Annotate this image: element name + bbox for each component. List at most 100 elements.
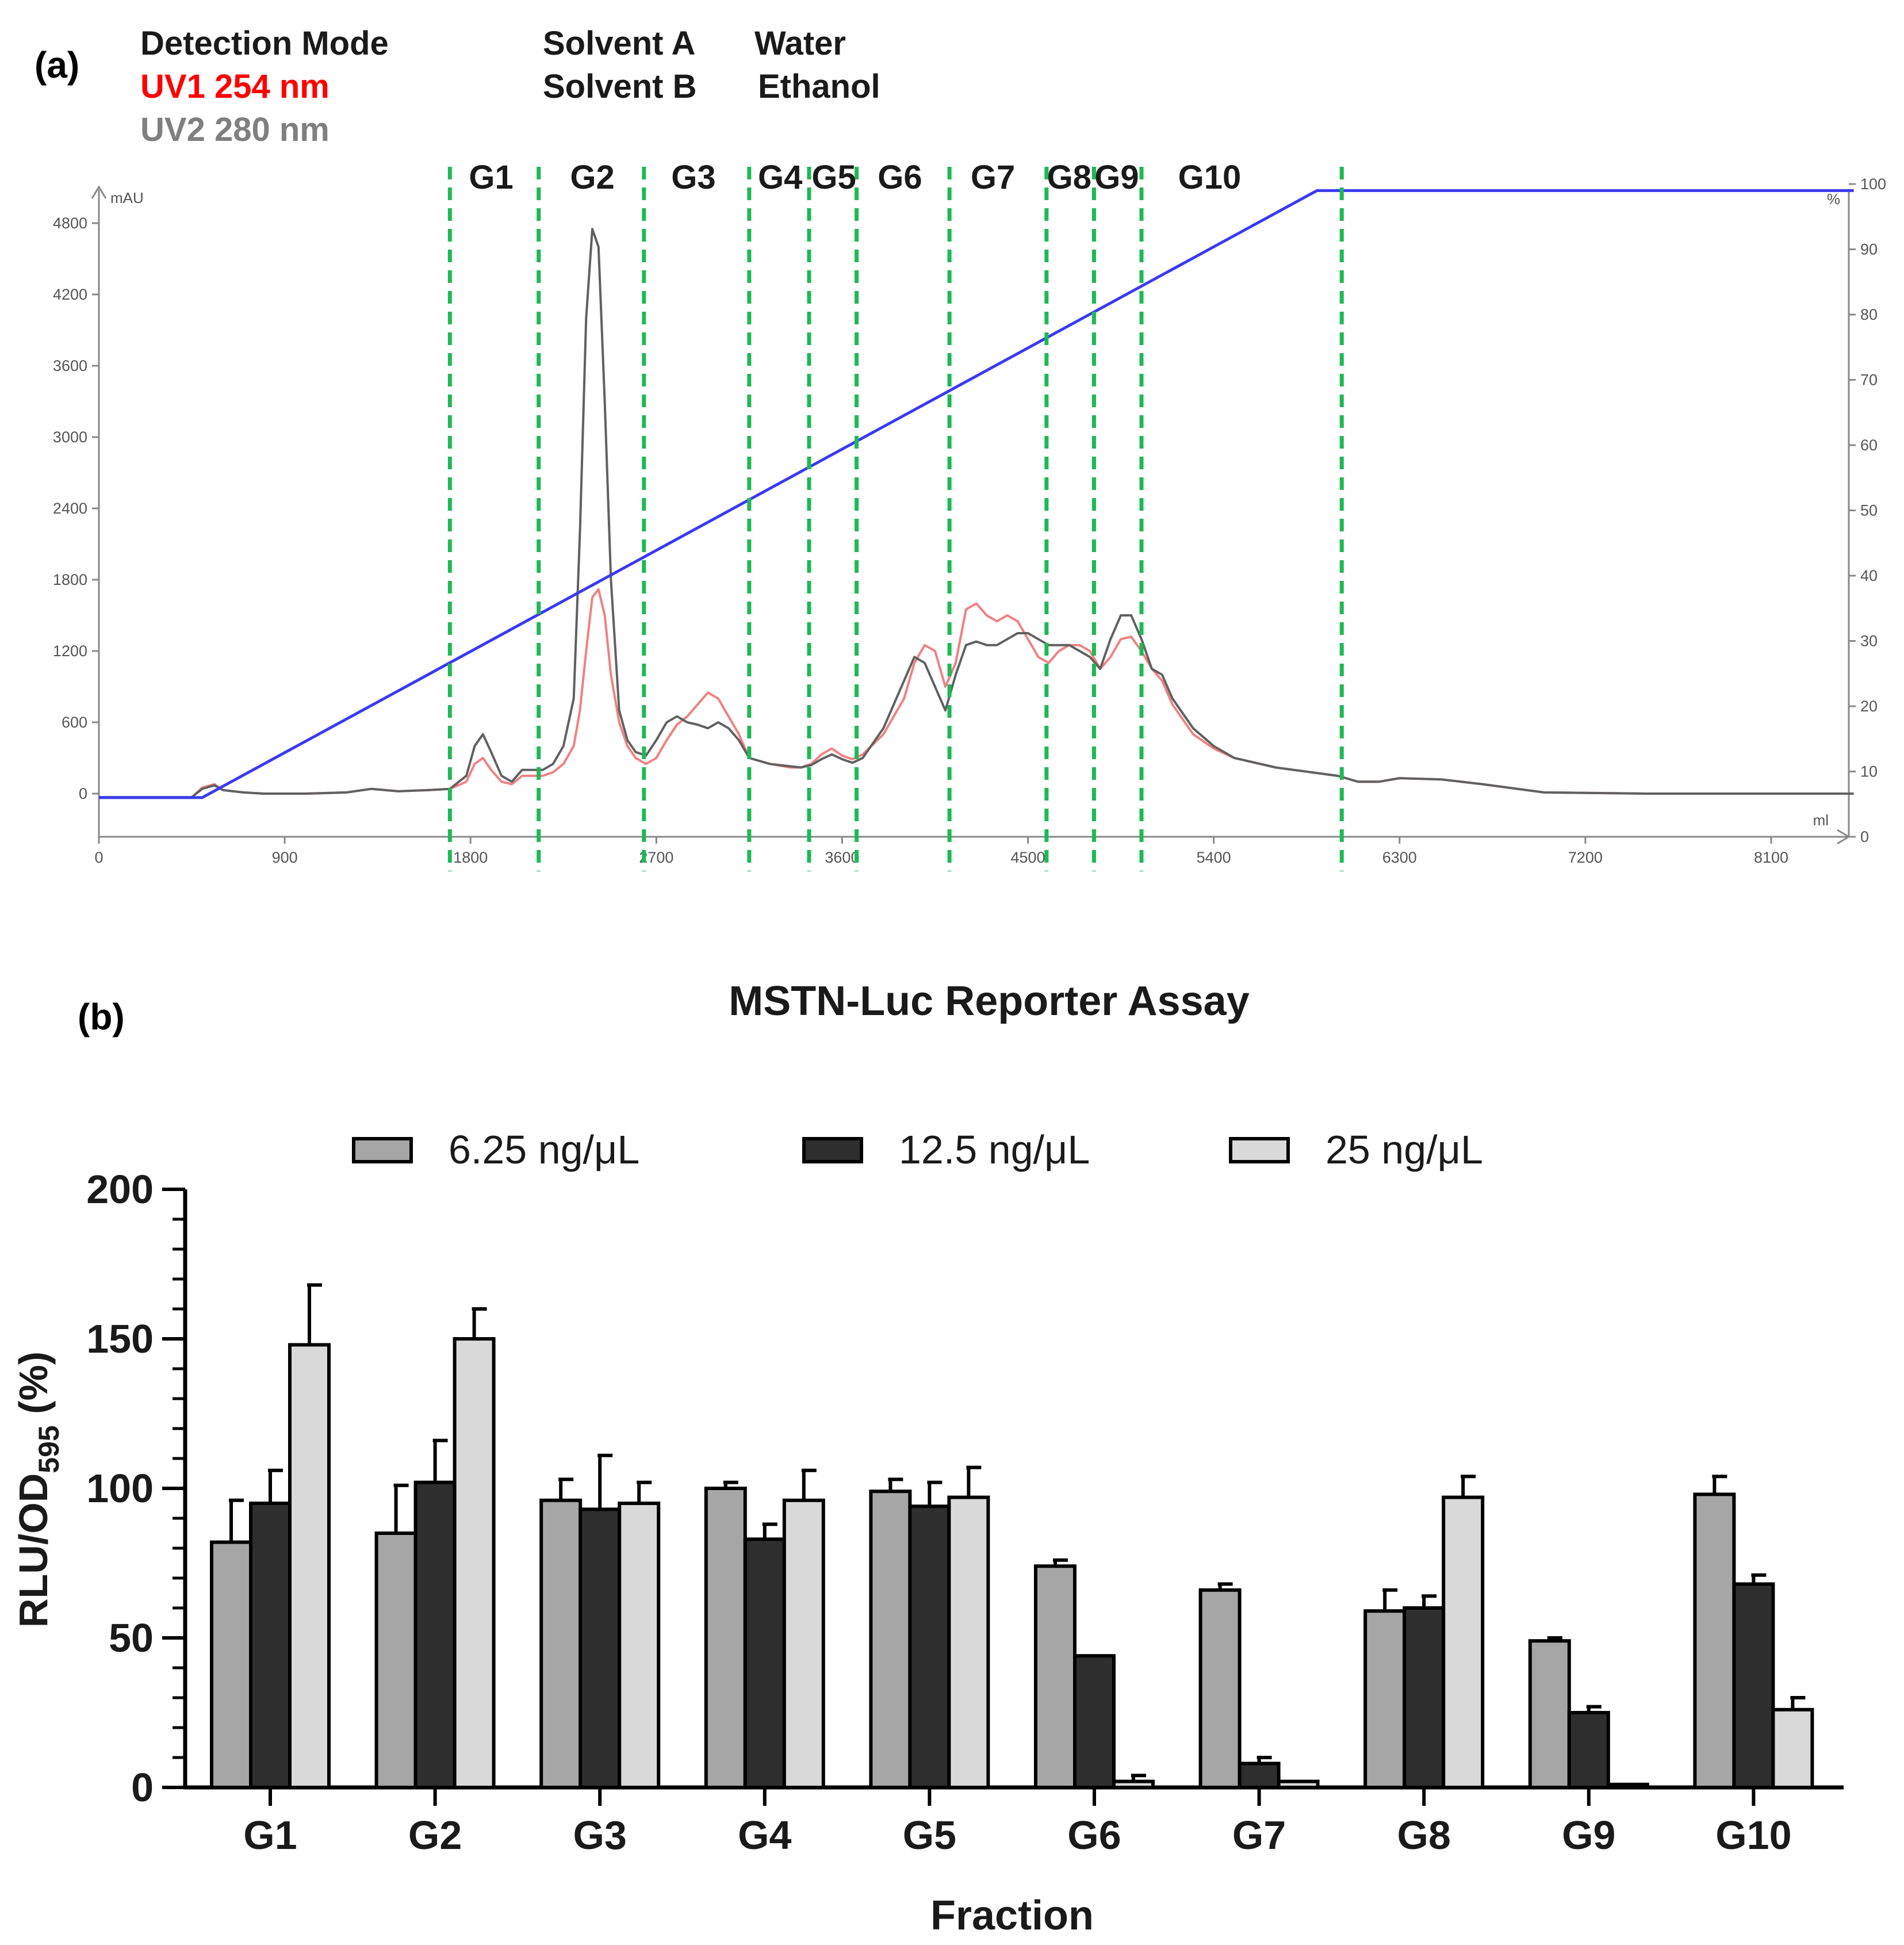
bar-g6-series-1	[1034, 1564, 1076, 1789]
legend-swatch-1	[352, 1137, 413, 1163]
y-tick-label: 100	[86, 1466, 154, 1511]
fraction-label-g6: G6	[878, 159, 922, 196]
legend-label-3: 25 ng/μL	[1325, 1127, 1483, 1172]
x-tick-label: 5400	[1197, 849, 1231, 866]
bar-g1-series-3	[288, 1343, 331, 1789]
bar-g4-series-1	[704, 1487, 747, 1789]
bar-g1-series-2	[249, 1502, 292, 1789]
chromatogram-series	[99, 189, 1854, 799]
solvent-b-gradient-line	[99, 189, 1854, 799]
y-tick-label: 200	[86, 1167, 154, 1212]
bar-g5-series-3	[947, 1495, 990, 1790]
fraction-label-g7: G7	[971, 159, 1015, 196]
y-tick-label: 4200	[53, 286, 87, 303]
y-tick-label: 600	[62, 714, 87, 731]
x-tick-label: G2	[408, 1813, 462, 1858]
y-tick-label: 1800	[53, 571, 87, 588]
y-tick-label: 2400	[53, 500, 87, 517]
panel-a-label: (a)	[35, 44, 79, 86]
solvent-a-label: Solvent A	[543, 25, 695, 62]
x-tick-label: G1	[243, 1813, 297, 1858]
chromatogram-y-ticks: 0 600 1200 1800 2400 3000 3600 4200 4800	[53, 215, 99, 802]
y2-tick-label: 100	[1860, 175, 1886, 193]
fraction-label-g9: G9	[1094, 159, 1139, 196]
bar-g9-series-1	[1528, 1639, 1571, 1789]
y2-tick-label: 20	[1860, 698, 1878, 715]
x-tick-label: G9	[1562, 1813, 1615, 1858]
bar-g1-series-1	[210, 1540, 252, 1790]
bar-g3-series-3	[618, 1502, 661, 1789]
solvent-b-label: Solvent B	[543, 68, 697, 105]
y-tick-label: 1200	[53, 642, 87, 660]
y2-tick-label: 10	[1860, 763, 1878, 780]
panel-b-bar-chart: (b) MSTN-Luc Reporter Assay 6.25 ng/μL 12…	[11, 978, 1844, 1939]
y-tick-label: 0	[131, 1765, 154, 1810]
bar-g3-series-2	[579, 1507, 622, 1789]
bar-g9-series-3	[1606, 1782, 1649, 1790]
fraction-label-g5: G5	[811, 159, 856, 196]
chromatogram-y2-ticks: 0 10 20 30 40 50 60 70 80 90 100	[1849, 175, 1886, 845]
bar-g5-series-2	[908, 1504, 951, 1789]
fraction-label-g2: G2	[570, 159, 614, 196]
y-tick-label: 0	[79, 785, 87, 802]
y2-tick-label: 90	[1860, 241, 1878, 258]
bar-y-axis-title-main: RLU/OD	[11, 1473, 56, 1628]
bar-g2-series-2	[413, 1480, 457, 1790]
bar-g10-series-2	[1732, 1582, 1775, 1789]
panel-a-chromatogram: (a) Detection Mode UV1 254 nm UV2 280 nm…	[35, 25, 1886, 871]
bar-g7-series-1	[1198, 1588, 1242, 1790]
bar-series	[210, 1283, 1814, 1790]
x-tick-label: 6300	[1382, 849, 1417, 866]
y-axis-arrow	[91, 185, 107, 199]
y-tick-label: 150	[86, 1316, 154, 1361]
x-tick-label: 1800	[453, 849, 488, 866]
bar-g6-series-2	[1073, 1654, 1116, 1789]
x-tick-label: G6	[1067, 1813, 1121, 1858]
y2-tick-label: 70	[1860, 372, 1878, 389]
y2-tick-label: 60	[1860, 437, 1878, 454]
legend-label-1: 6.25 ng/μL	[449, 1127, 639, 1172]
y2-tick-label: 30	[1860, 633, 1878, 650]
bar-g6-series-3	[1112, 1779, 1155, 1790]
bar-legend: 6.25 ng/μL 12.5 ng/μL 25 ng/μL	[352, 1127, 1483, 1172]
bar-g2-series-3	[453, 1337, 496, 1789]
bar-g7-series-2	[1238, 1762, 1281, 1789]
fraction-boundaries: G1 G2 G3 G4 G5 G6 G7 G8 G9 G10	[447, 159, 1344, 871]
fraction-label-g8: G8	[1047, 159, 1091, 196]
y2-tick-label: 50	[1860, 502, 1878, 519]
y-tick-label: 50	[109, 1615, 154, 1660]
x-tick-label: G5	[903, 1813, 956, 1858]
fraction-label-g4: G4	[758, 159, 802, 196]
x-tick-label: 0	[94, 849, 103, 866]
bar-g8-series-2	[1403, 1606, 1446, 1789]
x-tick-label: 900	[272, 849, 298, 866]
bar-g9-series-2	[1567, 1711, 1610, 1789]
uv2-legend-text: UV2 280 nm	[140, 111, 330, 148]
bar-y-ticks: 0 50 100 150 200	[86, 1167, 185, 1810]
x-tick-label: G7	[1232, 1813, 1286, 1858]
chromatogram-x-ticks: 0 900 1800 2700 3600 4500 5400 6300 7200 8100	[94, 837, 1788, 866]
y-tick-label: 4800	[53, 215, 87, 232]
bar-x-axis-title: Fraction	[930, 1893, 1094, 1939]
chromatogram-y-label: mAU	[110, 189, 144, 206]
legend-swatch-2	[802, 1137, 863, 1163]
x-tick-label: G3	[573, 1813, 627, 1858]
solvent-a-value: Water	[754, 25, 846, 62]
uv2-280nm-trace	[99, 228, 1854, 799]
bar-g4-series-3	[782, 1498, 825, 1790]
fraction-label-g1: G1	[469, 159, 513, 196]
x-tick-label: 4500	[1011, 849, 1045, 866]
solvent-b-value: Ethanol	[758, 68, 880, 105]
bar-g4-series-2	[743, 1537, 786, 1789]
chromatogram-x-label: ml	[1813, 811, 1829, 829]
fraction-label-g3: G3	[671, 159, 715, 196]
x-tick-label: 7200	[1568, 849, 1603, 866]
legend-label-2: 12.5 ng/μL	[899, 1127, 1090, 1172]
bar-g10-series-1	[1693, 1492, 1736, 1789]
bar-g8-series-1	[1363, 1609, 1407, 1789]
detection-mode-title: Detection Mode	[140, 25, 389, 62]
uv1-254nm-trace	[99, 588, 1854, 799]
panel-b-label: (b)	[78, 996, 125, 1037]
bar-g2-series-1	[374, 1532, 417, 1789]
